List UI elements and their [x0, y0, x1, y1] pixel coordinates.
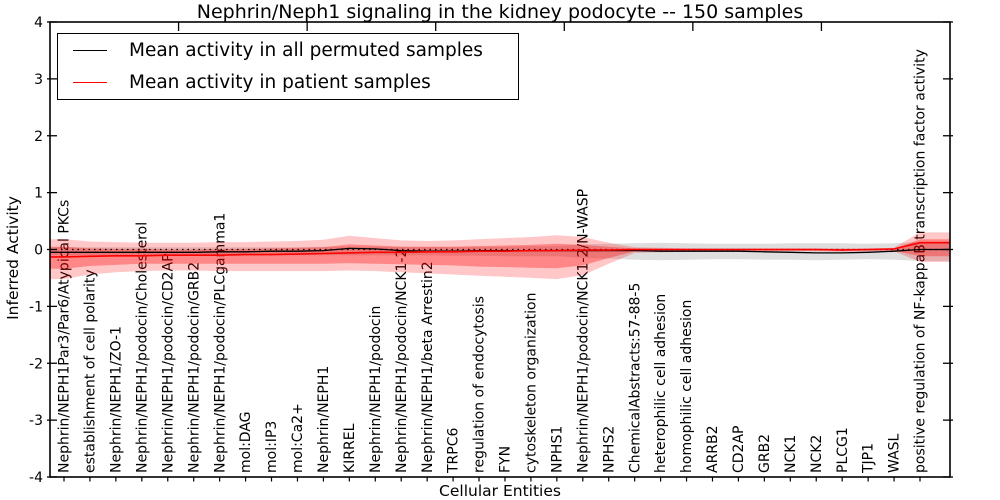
svg-text:-4: -4 — [29, 470, 43, 486]
svg-text:NCK2: NCK2 — [809, 435, 825, 473]
svg-text:Nephrin/NEPH1/beta Arrestin2: Nephrin/NEPH1/beta Arrestin2 — [420, 261, 436, 473]
svg-text:FYN: FYN — [498, 446, 514, 473]
svg-text:Nephrin/NEPH1/podocin/CD2AP: Nephrin/NEPH1/podocin/CD2AP — [160, 253, 176, 473]
svg-text:NPHS2: NPHS2 — [601, 426, 617, 473]
svg-text:Nephrin/NEPH1/ZO-1: Nephrin/NEPH1/ZO-1 — [108, 326, 124, 473]
svg-text:establishment of cell polarity: establishment of cell polarity — [83, 269, 99, 473]
svg-text:NCK1: NCK1 — [783, 435, 799, 473]
svg-text:cytoskeleton organization: cytoskeleton organization — [524, 293, 540, 473]
legend-label-patient: Mean activity in patient samples — [129, 71, 431, 93]
x-axis-label: Cellular Entities — [439, 482, 561, 500]
svg-text:Nephrin/NEPH1/podocin: Nephrin/NEPH1/podocin — [368, 306, 384, 473]
svg-text:Nephrin/NEPH1/podocin/NCK1-2/N: Nephrin/NEPH1/podocin/NCK1-2/N-WASP — [575, 189, 591, 473]
svg-text:-1: -1 — [29, 299, 43, 315]
legend-item-permuted: Mean activity in all permuted samples — [58, 36, 518, 66]
svg-text:mol:IP3: mol:IP3 — [264, 421, 280, 473]
svg-text:4: 4 — [34, 15, 43, 31]
svg-text:heterophilic cell adhesion: heterophilic cell adhesion — [653, 294, 669, 473]
svg-text:Nephrin/NEPH1: Nephrin/NEPH1 — [316, 366, 332, 473]
svg-text:0: 0 — [34, 243, 43, 259]
svg-text:2: 2 — [34, 129, 43, 145]
legend-item-patient: Mean activity in patient samples — [58, 67, 518, 97]
svg-text:homophilic cell adhesion: homophilic cell adhesion — [679, 300, 695, 473]
svg-text:Nephrin/NEPH1Par3/Par6/Atypica: Nephrin/NEPH1Par3/Par6/Atypical PKCs — [57, 200, 73, 473]
svg-text:ARRB2: ARRB2 — [705, 425, 721, 473]
chart-title: Nephrin/Neph1 signaling in the kidney po… — [196, 1, 804, 23]
svg-text:3: 3 — [34, 72, 43, 88]
svg-text:TRPC6: TRPC6 — [446, 428, 462, 474]
svg-text:GRB2: GRB2 — [757, 434, 773, 473]
svg-text:Nephrin/NEPH1/podocin/Choleste: Nephrin/NEPH1/podocin/Cholesterol — [134, 222, 150, 473]
svg-text:-3: -3 — [29, 413, 43, 429]
svg-text:CD2AP: CD2AP — [731, 426, 747, 473]
svg-text:regulation of endocytosis: regulation of endocytosis — [472, 296, 488, 473]
permuted-line-swatch — [73, 50, 107, 52]
svg-text:positive regulation of NF-kapp: positive regulation of NF-kappaB transcr… — [913, 49, 929, 473]
svg-text:Nephrin/NEPH1/podocin/NCK1-2: Nephrin/NEPH1/podocin/NCK1-2 — [394, 249, 410, 473]
svg-text:ChemicalAbstracts:57-88-5: ChemicalAbstracts:57-88-5 — [627, 283, 643, 473]
patient-line-swatch — [73, 81, 107, 83]
svg-text:Nephrin/NEPH1/podocin/PLCgamma: Nephrin/NEPH1/podocin/PLCgamma1 — [212, 213, 228, 473]
svg-text:WASL: WASL — [887, 433, 903, 473]
svg-text:NPHS1: NPHS1 — [549, 426, 565, 473]
svg-text:mol:Ca2+: mol:Ca2+ — [290, 403, 306, 473]
svg-text:KIRREL: KIRREL — [342, 423, 358, 473]
svg-text:TJP1: TJP1 — [861, 443, 877, 474]
svg-text:1: 1 — [34, 186, 43, 202]
legend-label-permuted: Mean activity in all permuted samples — [129, 40, 483, 62]
svg-text:mol:DAG: mol:DAG — [238, 411, 254, 473]
legend: Mean activity in all permuted samples Me… — [57, 33, 519, 100]
svg-text:Nephrin/NEPH1/podocin/GRB2: Nephrin/NEPH1/podocin/GRB2 — [186, 262, 202, 473]
svg-text:-2: -2 — [29, 356, 43, 372]
svg-text:PLCG1: PLCG1 — [835, 427, 851, 473]
y-axis-label: Inferred Activity — [4, 196, 22, 320]
